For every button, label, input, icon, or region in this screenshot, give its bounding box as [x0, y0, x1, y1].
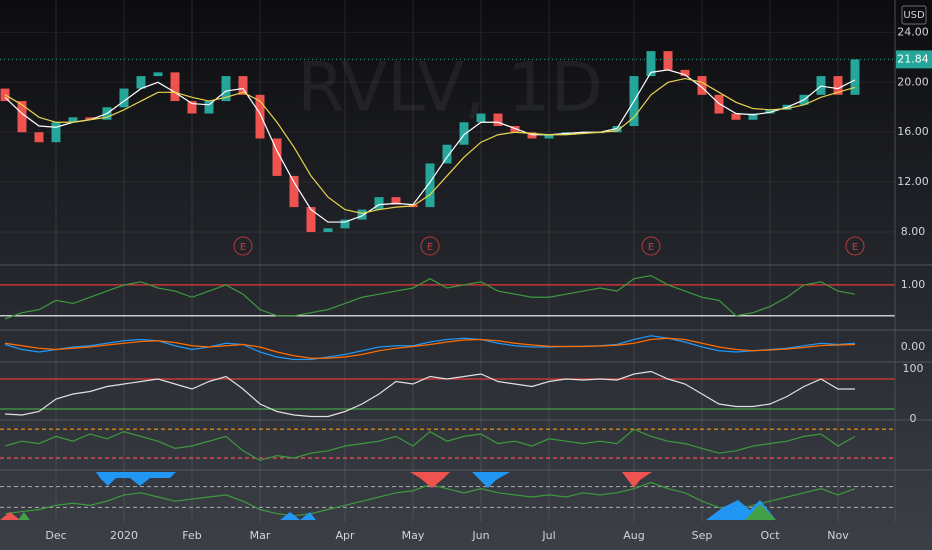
- candle: [425, 163, 435, 208]
- candle: [34, 132, 44, 143]
- signal-marker: [745, 504, 776, 520]
- candle: [272, 138, 282, 176]
- candle: [476, 113, 486, 123]
- candle: [612, 126, 622, 133]
- candle: [221, 76, 231, 102]
- candle: [255, 94, 265, 139]
- x-tick-label: May: [402, 529, 425, 542]
- candle: [493, 113, 503, 127]
- candle: [833, 76, 843, 95]
- event-label: E: [852, 242, 858, 253]
- candle: [323, 228, 333, 233]
- candle: [187, 101, 197, 114]
- indicator-line: [4, 275, 856, 320]
- candle: [17, 101, 27, 133]
- candle: [442, 144, 452, 164]
- x-tick-label: Dec: [45, 529, 66, 542]
- indicator-line: [4, 337, 856, 359]
- y-tick-label: 16.00: [897, 125, 929, 138]
- indicator-line: [4, 69, 856, 223]
- signal-markers: [0, 472, 776, 520]
- y-tick-label: 12.00: [897, 175, 929, 188]
- indicator-line: [4, 428, 856, 462]
- y-tick-label: 0.00: [901, 340, 926, 353]
- last-price-label: 21.84: [897, 52, 929, 65]
- x-tick-label: Sep: [692, 529, 713, 542]
- event-marker: [845, 236, 865, 256]
- event-marker: [420, 236, 440, 256]
- candle: [51, 122, 61, 143]
- candle: [340, 219, 350, 229]
- signal-marker: [96, 472, 176, 486]
- x-tick-label: Apr: [335, 529, 355, 542]
- y-tick-label: 100: [903, 362, 924, 375]
- candle: [680, 69, 690, 77]
- candle: [459, 122, 469, 145]
- x-tick-label: Nov: [827, 529, 849, 542]
- candle: [85, 117, 95, 120]
- y-tick-label: 0: [910, 412, 917, 425]
- candle: [153, 72, 163, 77]
- candle: [119, 88, 129, 108]
- candle: [850, 59, 860, 95]
- event-marker: [641, 236, 661, 256]
- candle: [646, 51, 656, 77]
- signal-marker: [0, 512, 20, 520]
- event-label: E: [427, 242, 433, 253]
- x-tick-label: Jun: [471, 529, 489, 542]
- candle: [374, 197, 384, 210]
- y-tick-label: 1.00: [901, 278, 926, 291]
- y-tick-label: 8.00: [901, 225, 926, 238]
- event-marker: [233, 236, 253, 256]
- signal-marker: [472, 472, 510, 488]
- candle: [170, 72, 180, 102]
- signal-marker: [410, 472, 450, 488]
- candle: [357, 209, 367, 220]
- last-price-box: [896, 50, 932, 69]
- x-tick-label: Feb: [182, 529, 201, 542]
- candle: [289, 175, 299, 208]
- x-tick-label: 2020: [110, 529, 138, 542]
- x-tick-label: Jul: [541, 529, 555, 542]
- x-tick-label: Oct: [760, 529, 780, 542]
- candle: [527, 132, 537, 139]
- currency: USD: [903, 10, 925, 21]
- candle: [204, 101, 214, 114]
- candle: [697, 76, 707, 95]
- event-label: E: [648, 242, 654, 253]
- signal-marker: [18, 512, 30, 520]
- x-tick-label: Mar: [250, 529, 271, 542]
- candle: [731, 113, 741, 120]
- candle: [663, 51, 673, 70]
- candle: [544, 134, 554, 139]
- indicator-line: [4, 335, 856, 361]
- candle: [238, 76, 248, 95]
- candle: [748, 113, 758, 120]
- signal-marker: [622, 472, 652, 488]
- watermark: RVLV, 1D: [297, 49, 603, 128]
- indicator-line: [4, 77, 856, 214]
- candle: [136, 76, 146, 89]
- y-tick-label: 20.00: [897, 75, 929, 88]
- y-tick-label: 24.00: [897, 25, 929, 38]
- candle: [816, 76, 826, 95]
- candle: [68, 117, 78, 123]
- event-label: E: [240, 242, 246, 253]
- indicator-line: [4, 370, 855, 418]
- candle: [391, 197, 401, 205]
- signal-marker: [280, 512, 316, 520]
- candle: [306, 207, 316, 233]
- x-tick-label: Aug: [623, 529, 644, 542]
- currency-box: [901, 5, 927, 25]
